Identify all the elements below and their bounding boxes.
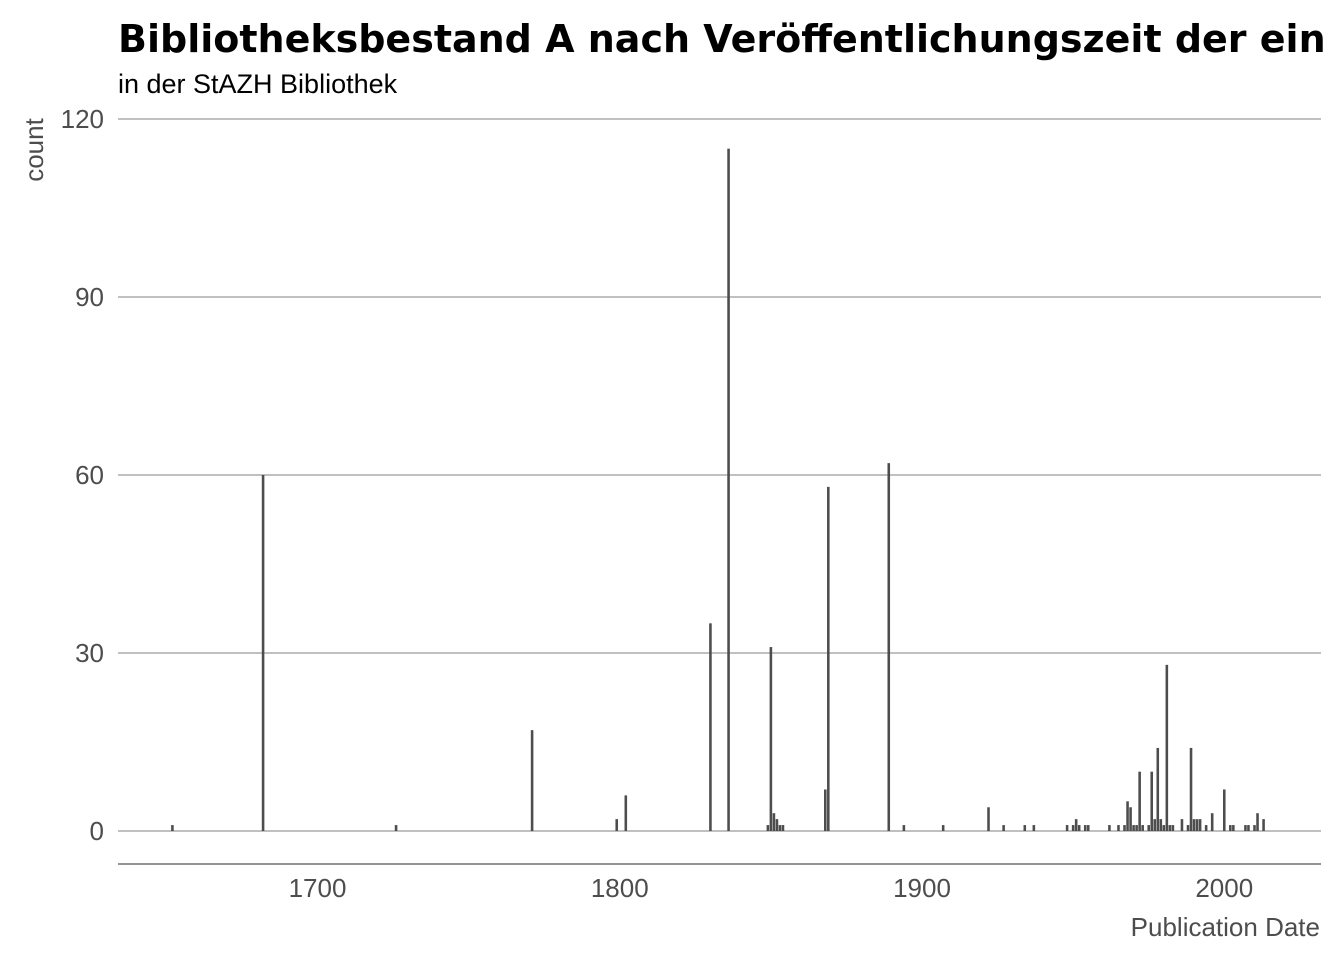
bar — [1126, 801, 1129, 831]
bar — [1247, 825, 1250, 831]
bar — [727, 148, 730, 831]
bar — [824, 789, 827, 831]
x-tick-label: 2000 — [1195, 873, 1253, 903]
bar — [1083, 825, 1087, 831]
bar — [709, 623, 712, 831]
grid-lines — [118, 118, 1321, 832]
bar — [1132, 825, 1135, 831]
bar — [171, 825, 174, 831]
bar — [987, 807, 990, 831]
bar — [772, 813, 776, 831]
axes: 0 30 60 90 120 1700 1800 1900 2000 — [61, 104, 1321, 903]
y-tick-label: 120 — [61, 104, 104, 134]
chart-title: Bibliotheksbestand A nach Veröffentlichu… — [118, 17, 1326, 61]
bar — [778, 825, 782, 831]
bar — [941, 825, 945, 831]
bar — [1189, 747, 1193, 831]
bar — [1023, 825, 1027, 831]
bar — [902, 825, 906, 831]
bar — [530, 730, 534, 831]
bar — [827, 486, 830, 831]
x-axis-label: Publication Date — [1131, 912, 1320, 942]
bar — [624, 795, 628, 831]
y-tick-label: 30 — [75, 638, 104, 668]
bar — [1077, 825, 1081, 831]
bar — [1198, 819, 1202, 831]
bar — [1002, 825, 1005, 831]
bar — [781, 825, 785, 831]
bar — [1135, 825, 1138, 831]
bar — [1156, 747, 1160, 831]
bar — [766, 825, 770, 831]
chart-subtitle: in der StAZH Bibliothek — [118, 69, 398, 99]
bar — [1108, 825, 1111, 831]
y-tick-label: 0 — [90, 816, 104, 846]
bar — [261, 475, 265, 831]
y-tick-label: 60 — [75, 460, 104, 490]
y-tick-label: 90 — [75, 282, 104, 312]
bar — [1065, 825, 1069, 831]
bar — [1123, 825, 1126, 831]
bar — [1138, 771, 1141, 831]
bar — [1117, 825, 1120, 831]
x-tick-label: 1900 — [893, 873, 951, 903]
bar — [1262, 819, 1265, 831]
bar — [1229, 825, 1232, 831]
bar — [1171, 825, 1175, 831]
bar — [1162, 825, 1166, 831]
x-tick-label: 1700 — [289, 873, 347, 903]
bar — [1232, 825, 1235, 831]
x-tick-label: 1800 — [591, 873, 649, 903]
bar — [1253, 825, 1256, 831]
bar — [1071, 825, 1075, 831]
bar — [1256, 813, 1259, 831]
bar — [1147, 825, 1150, 831]
bar — [1086, 825, 1090, 831]
bar — [394, 825, 398, 831]
bar — [1180, 819, 1184, 831]
bar — [1210, 813, 1214, 831]
bar — [1244, 825, 1247, 831]
y-axis-label: count — [19, 117, 49, 181]
bar — [1150, 771, 1154, 831]
bar — [1153, 819, 1157, 831]
bars — [171, 148, 1265, 831]
bar — [1159, 819, 1163, 831]
bar — [1204, 825, 1208, 831]
bar — [1222, 789, 1226, 831]
bar — [769, 647, 773, 831]
bar — [1195, 819, 1199, 831]
bar — [615, 819, 619, 831]
bar — [1192, 819, 1196, 831]
bar — [1032, 825, 1036, 831]
bar — [1168, 825, 1172, 831]
bar — [1141, 825, 1144, 831]
bar — [887, 463, 891, 831]
bar — [775, 819, 779, 831]
bar — [1186, 825, 1190, 831]
bar — [1165, 664, 1169, 831]
bar — [1129, 807, 1132, 831]
bar — [1074, 819, 1078, 831]
